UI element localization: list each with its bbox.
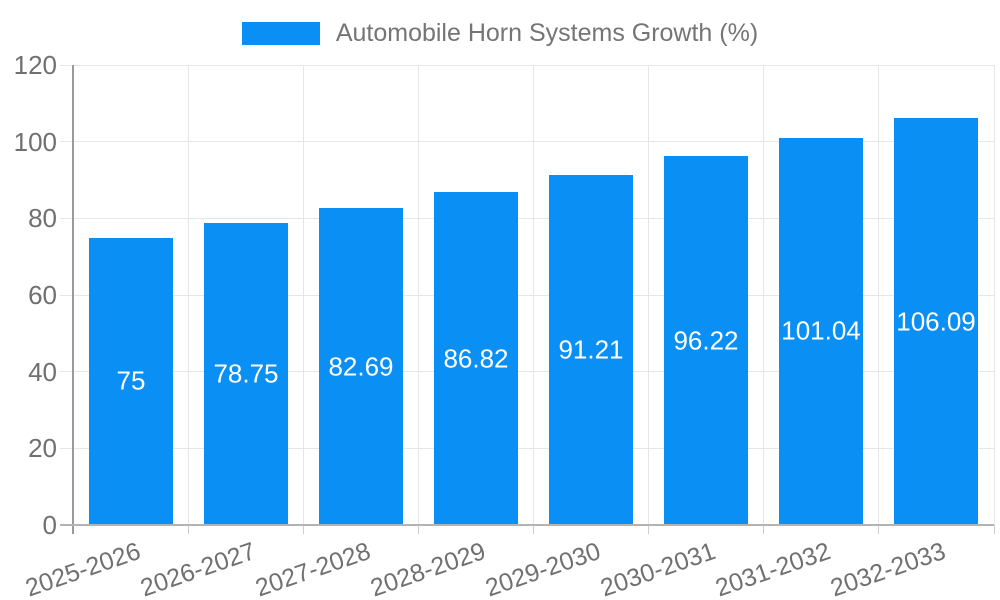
- bar-value-label: 86.82: [443, 343, 509, 374]
- y-tick-label: 40: [28, 356, 57, 387]
- y-grid-line: [60, 371, 994, 373]
- y-tick-label: 80: [28, 203, 57, 234]
- x-axis-tick: [878, 525, 880, 534]
- x-grid-line: [533, 65, 534, 525]
- x-axis-tick: [533, 525, 534, 534]
- x-axis-tick: [648, 525, 650, 534]
- bar-value-label: 101.04: [781, 315, 861, 346]
- bar-value-label: 78.75: [213, 358, 279, 389]
- bar[interactable]: 78.75: [204, 223, 288, 525]
- y-tick-label: 0: [42, 510, 57, 540]
- legend-item[interactable]: Automobile Horn Systems Growth (%): [0, 18, 1000, 48]
- bar[interactable]: 101.04: [779, 137, 863, 525]
- y-grid-line: [60, 217, 994, 219]
- bar-value-label: 106.09: [896, 306, 976, 337]
- bar[interactable]: 106.09: [894, 118, 978, 525]
- x-axis-tick: [993, 525, 995, 534]
- legend-label: Automobile Horn Systems Growth (%): [335, 19, 759, 47]
- bar[interactable]: 82.69: [319, 208, 403, 525]
- y-tick-label: 60: [28, 280, 57, 310]
- x-grid-line: [648, 65, 650, 525]
- x-axis-tick: [302, 525, 304, 534]
- bar-value-label: 75: [116, 365, 146, 396]
- x-grid-line: [878, 65, 880, 525]
- y-grid-line: [60, 294, 994, 296]
- x-grid-line: [763, 65, 765, 525]
- bar[interactable]: 75: [89, 237, 173, 525]
- bar[interactable]: 96.22: [664, 156, 748, 525]
- y-grid-line: [60, 141, 994, 143]
- bar-value-label: 82.69: [328, 351, 394, 381]
- legend-swatch-icon: [241, 21, 320, 45]
- y-tick-label: 20: [28, 433, 57, 464]
- y-grid-line: [60, 447, 994, 449]
- bar-value-label: 91.21: [558, 334, 624, 365]
- bar[interactable]: 91.21: [549, 175, 633, 525]
- x-grid-line: [187, 65, 189, 525]
- x-axis-line: [60, 524, 994, 526]
- x-grid-line: [993, 65, 995, 525]
- x-grid-line: [417, 65, 419, 525]
- y-tick-label: 100: [13, 126, 57, 157]
- y-axis-line: [72, 65, 74, 534]
- x-axis-tick: [187, 525, 189, 534]
- x-axis-tick: [417, 525, 419, 534]
- y-tick-label: 120: [13, 50, 57, 80]
- bar-value-label: 96.22: [673, 325, 739, 356]
- x-axis-tick: [763, 525, 765, 534]
- y-grid-line: [60, 64, 994, 66]
- x-grid-line: [302, 65, 304, 525]
- bar[interactable]: 86.82: [434, 192, 518, 525]
